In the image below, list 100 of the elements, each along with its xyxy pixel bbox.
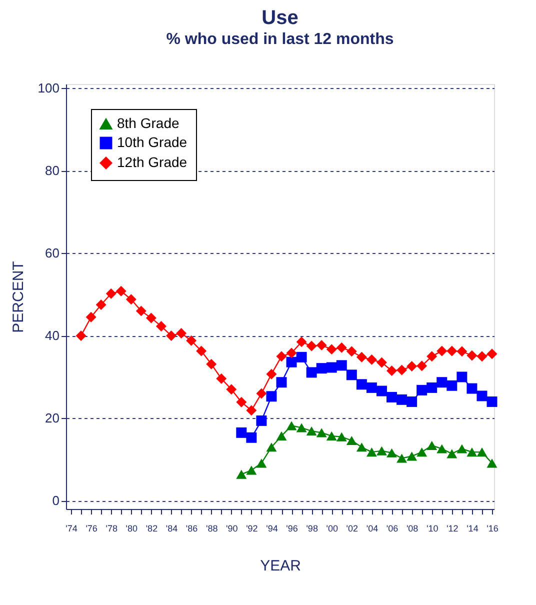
legend-label: 10th Grade	[117, 134, 188, 150]
point	[126, 294, 136, 305]
point	[246, 432, 257, 443]
point	[236, 396, 247, 408]
x-tick-label: '02	[346, 524, 358, 534]
point	[316, 340, 327, 350]
point	[136, 306, 146, 316]
point	[286, 421, 297, 430]
point	[366, 354, 377, 365]
point	[386, 366, 398, 376]
point	[436, 346, 448, 356]
point	[466, 448, 478, 457]
point	[466, 350, 478, 361]
point	[246, 466, 257, 475]
point	[256, 388, 267, 399]
point	[376, 357, 387, 368]
point	[356, 379, 367, 390]
point	[266, 391, 277, 402]
point	[206, 358, 217, 370]
x-tick-label: '16	[486, 524, 498, 534]
y-tick-label: 60	[45, 246, 60, 261]
point	[286, 348, 297, 358]
point	[336, 342, 347, 353]
point	[306, 367, 317, 378]
point	[456, 444, 468, 454]
point	[116, 286, 126, 296]
point	[296, 423, 307, 432]
point	[396, 364, 408, 376]
point	[416, 448, 428, 457]
point	[446, 346, 458, 356]
x-tick-label: '12	[446, 524, 458, 534]
point	[386, 448, 398, 458]
point	[426, 351, 438, 362]
point	[236, 470, 247, 479]
point	[416, 360, 428, 372]
point	[326, 431, 337, 441]
point	[476, 390, 488, 402]
point	[336, 360, 347, 371]
point	[326, 362, 337, 373]
point	[286, 356, 297, 368]
point	[106, 288, 116, 299]
point	[156, 320, 166, 332]
point	[436, 377, 448, 388]
point	[316, 428, 327, 438]
point	[376, 446, 387, 456]
point	[386, 392, 398, 402]
x-tick-label: '04	[366, 524, 378, 534]
x-tick-label: '08	[406, 524, 418, 534]
point	[346, 346, 357, 357]
point	[306, 426, 317, 436]
point	[276, 351, 287, 362]
point	[406, 360, 418, 372]
point	[456, 372, 468, 382]
x-tick-label: '14	[466, 524, 478, 534]
x-tick-label: '00	[326, 524, 338, 534]
point	[166, 330, 176, 341]
point	[356, 442, 367, 452]
point	[146, 312, 156, 324]
legend-label: 8th Grade	[117, 115, 180, 131]
point	[426, 382, 438, 393]
point	[406, 396, 418, 407]
point	[456, 346, 468, 357]
x-tick-label: '98	[306, 524, 318, 534]
y-tick-label: 40	[45, 328, 60, 344]
x-tick-label: '86	[186, 524, 198, 534]
point	[296, 352, 307, 362]
y-tick-label: 100	[38, 80, 60, 96]
point	[266, 442, 277, 452]
point	[316, 363, 327, 374]
point	[466, 383, 478, 394]
point	[476, 448, 488, 457]
y-tick-label: 20	[45, 410, 60, 426]
x-tick-label: '92	[246, 524, 258, 534]
point	[396, 394, 408, 405]
x-tick-label: '76	[86, 524, 98, 534]
point	[416, 384, 428, 396]
point	[346, 436, 357, 446]
point	[296, 336, 307, 348]
point	[236, 427, 247, 438]
x-tick-label: '06	[386, 524, 398, 534]
point	[256, 415, 267, 426]
point	[486, 396, 498, 407]
point	[486, 458, 498, 468]
point	[366, 382, 377, 393]
point	[186, 335, 197, 346]
y-tick-label: 0	[52, 493, 60, 508]
x-tick-label: '96	[286, 524, 298, 534]
point	[96, 300, 106, 310]
y-axis-title: PERCENT	[10, 261, 27, 333]
point	[306, 340, 317, 352]
point	[406, 452, 418, 461]
x-axis-title: YEAR	[260, 558, 302, 574]
x-tick-label: '10	[426, 524, 438, 534]
point	[366, 448, 377, 457]
x-tick-label: '94	[266, 524, 278, 534]
point	[346, 370, 357, 380]
point	[376, 386, 387, 396]
x-tick-label: '90	[226, 524, 238, 534]
point	[326, 344, 337, 355]
point	[276, 431, 287, 441]
